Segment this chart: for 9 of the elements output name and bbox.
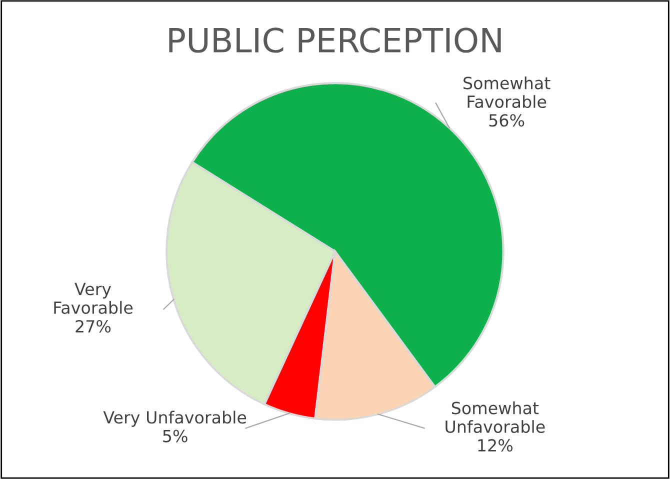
data-label: 27% (76, 320, 111, 333)
data-label: 5% (163, 430, 188, 442)
slice-label: Very Favorable (54, 282, 133, 314)
slice-label: Very Unfavorable (103, 410, 246, 427)
slice-label: Somewhat Favorable (464, 76, 550, 108)
data-label: 56% (489, 114, 524, 127)
data-label: 12% (478, 439, 513, 452)
slice-label: Somewhat Unfavorable (446, 401, 545, 433)
chart-title: PUBLIC PERCEPTION (169, 28, 501, 53)
